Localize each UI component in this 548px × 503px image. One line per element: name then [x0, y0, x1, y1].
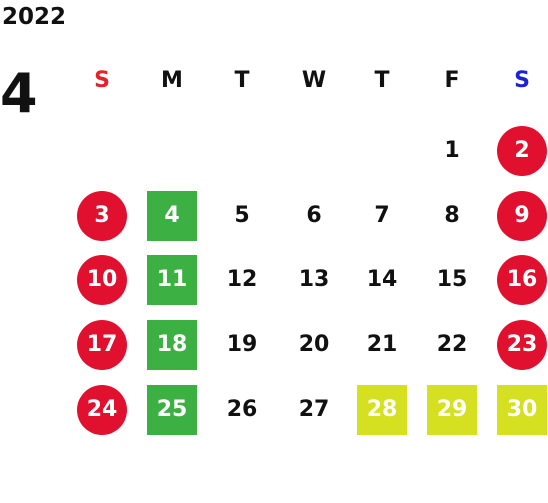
day-cell[interactable]: 18 [147, 320, 197, 370]
day-cell[interactable]: 19 [226, 332, 258, 357]
day-cell[interactable]: 27 [298, 397, 330, 422]
day-cell[interactable]: 23 [497, 320, 547, 370]
day-cell[interactable]: 8 [444, 203, 460, 228]
day-cell[interactable]: 22 [436, 332, 468, 357]
day-cell[interactable]: 11 [147, 255, 197, 305]
day-cell[interactable]: 17 [77, 320, 127, 370]
day-cell[interactable]: 21 [366, 332, 398, 357]
day-cell[interactable]: 30 [497, 385, 547, 435]
day-cell[interactable]: 14 [366, 267, 398, 292]
day-cell[interactable]: 20 [298, 332, 330, 357]
day-cell[interactable]: 28 [357, 385, 407, 435]
day-cell[interactable]: 6 [306, 203, 322, 228]
weekday-label: T [374, 68, 390, 93]
day-cell[interactable]: 25 [147, 385, 197, 435]
weekday-label: S [514, 68, 530, 93]
day-cell[interactable]: 5 [234, 203, 250, 228]
day-cell[interactable]: 15 [436, 267, 468, 292]
day-cell[interactable]: 1 [444, 138, 460, 163]
weekday-label: F [444, 68, 460, 93]
day-cell[interactable]: 26 [226, 397, 258, 422]
weekday-label: W [301, 68, 327, 93]
day-cell[interactable]: 10 [77, 255, 127, 305]
day-cell[interactable]: 9 [497, 191, 547, 241]
weekday-label: M [161, 68, 183, 93]
day-cell[interactable]: 24 [77, 385, 127, 435]
day-cell[interactable]: 13 [298, 267, 330, 292]
day-cell[interactable]: 3 [77, 191, 127, 241]
day-cell[interactable]: 29 [427, 385, 477, 435]
weekday-label: T [234, 68, 250, 93]
day-cell[interactable]: 2 [497, 126, 547, 176]
day-cell[interactable]: 16 [497, 255, 547, 305]
month-number: 4 [0, 62, 38, 125]
day-cell[interactable]: 4 [147, 191, 197, 241]
day-cell[interactable]: 12 [226, 267, 258, 292]
weekday-label: S [94, 68, 110, 93]
day-cell[interactable]: 7 [374, 203, 390, 228]
year-label: 2022 [2, 4, 67, 30]
